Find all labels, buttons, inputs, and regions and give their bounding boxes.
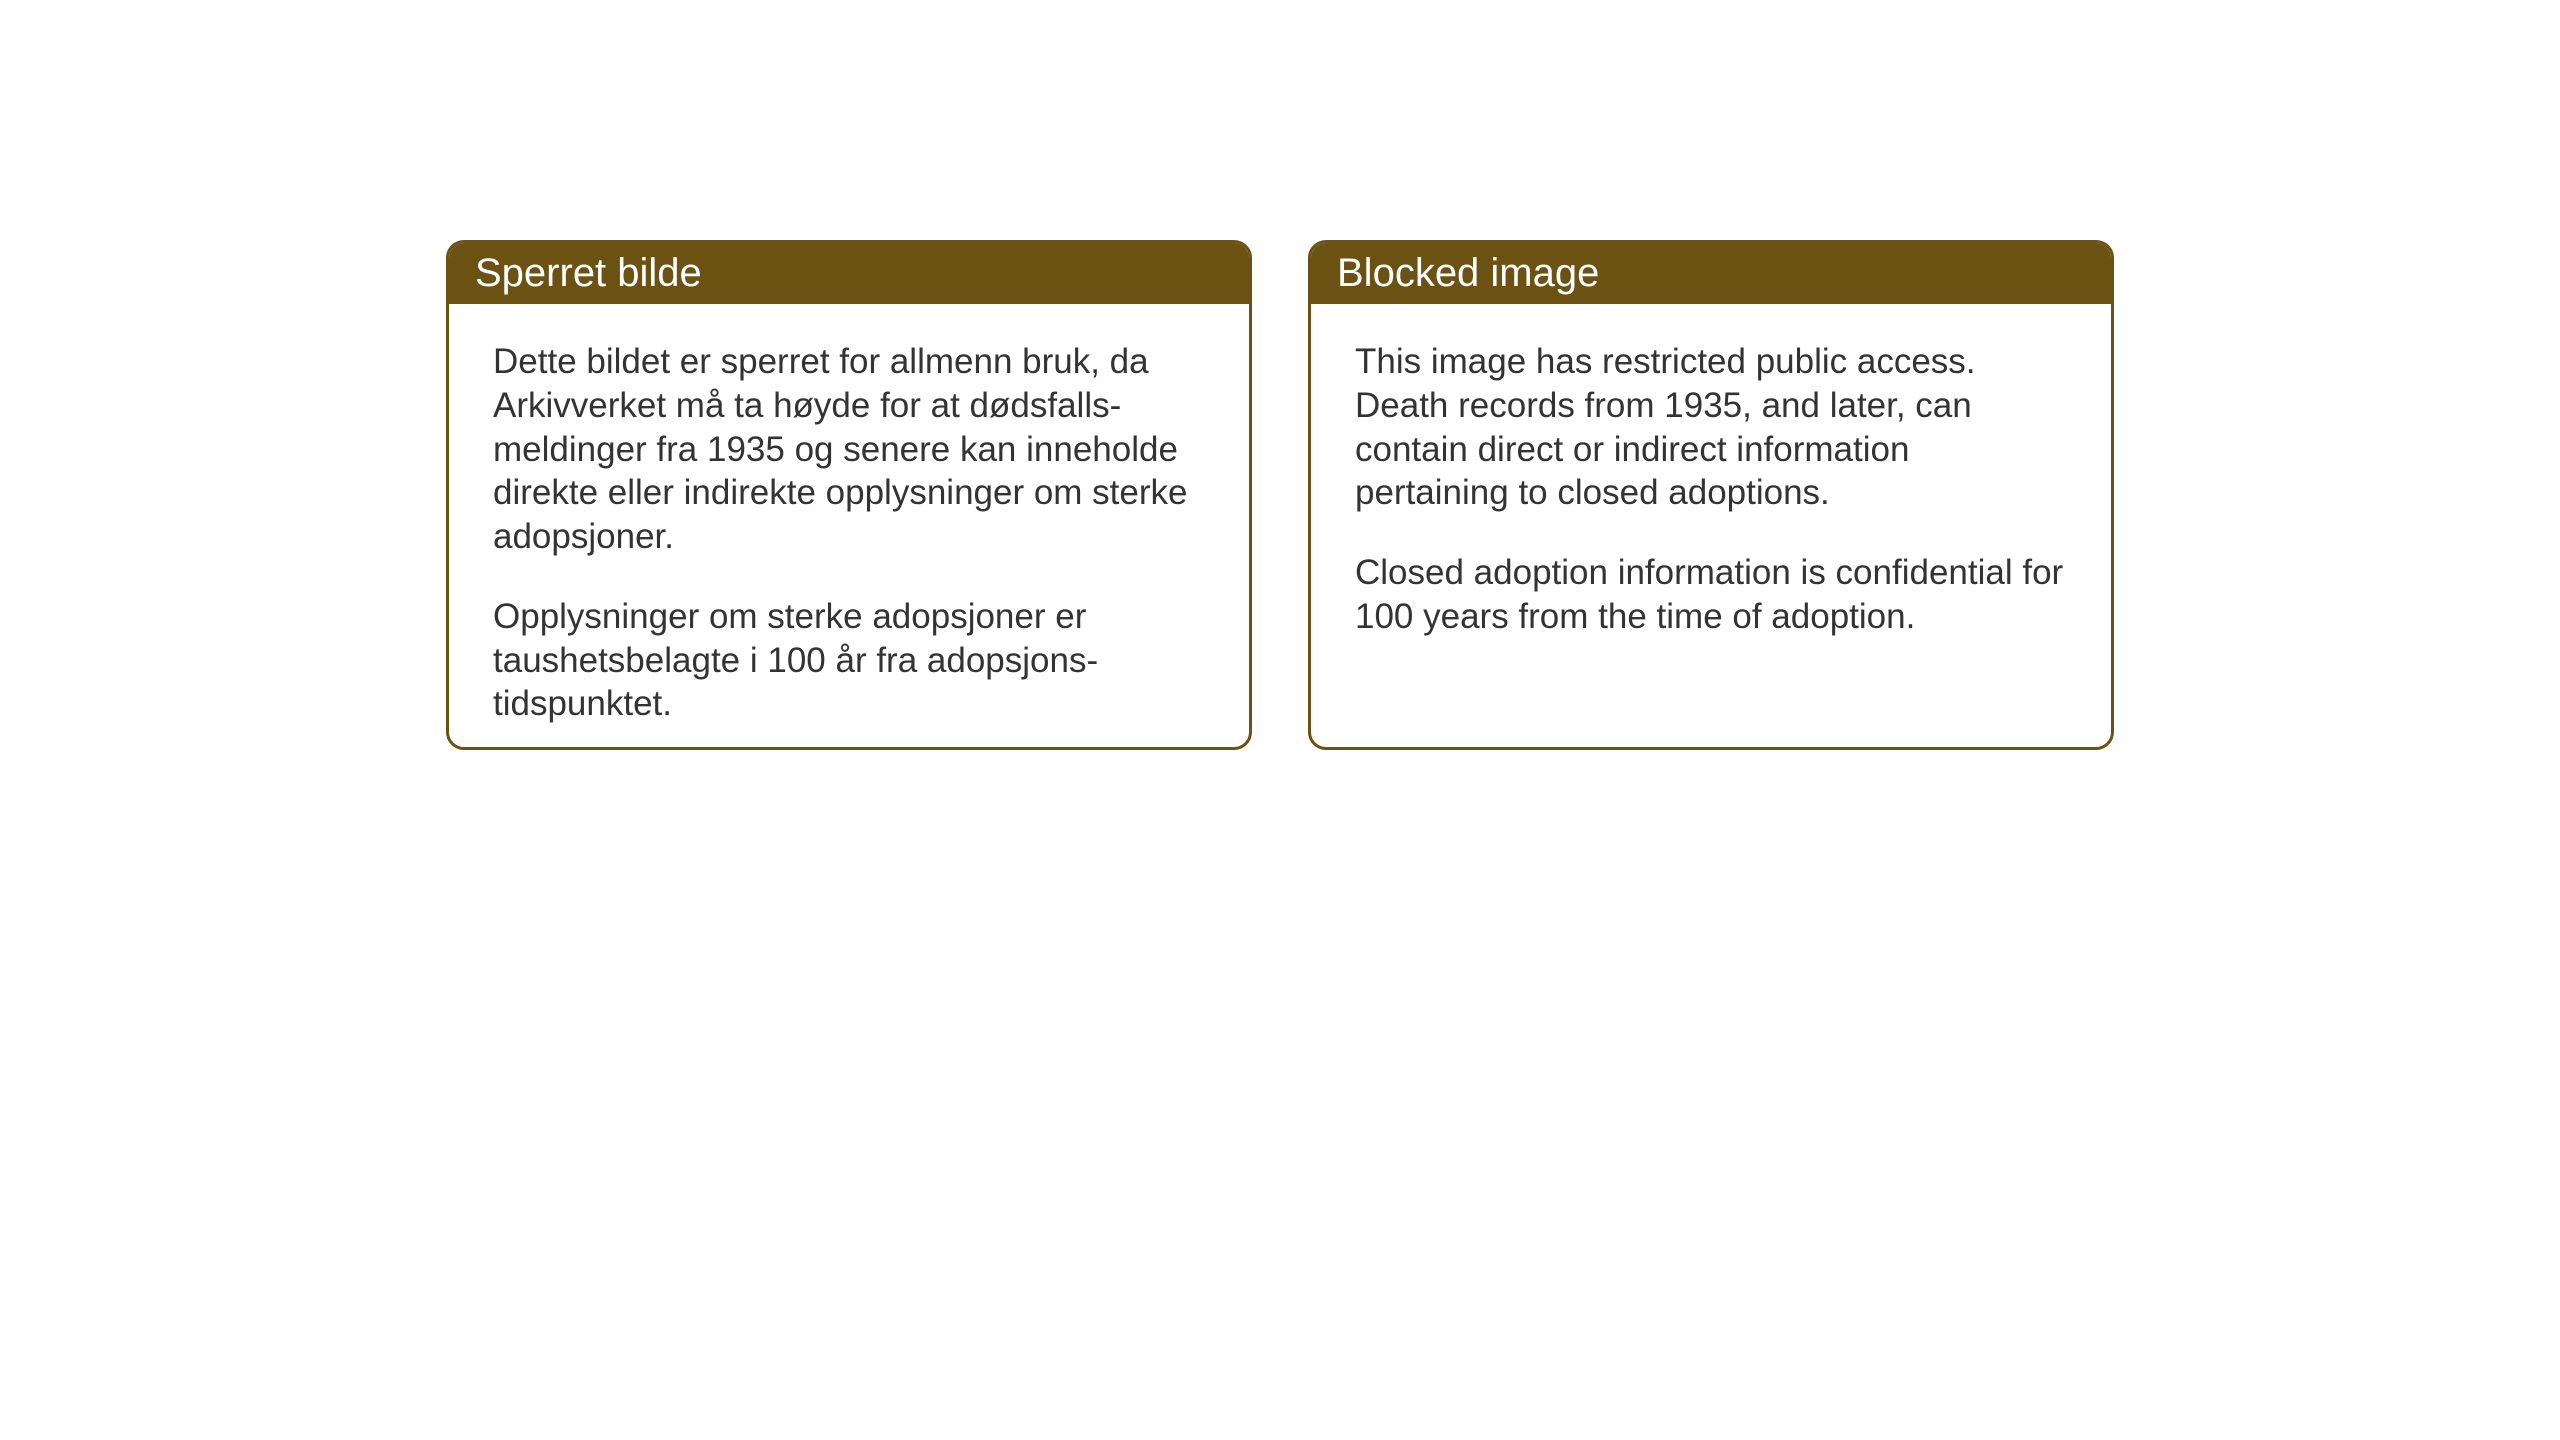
english-card-title: Blocked image [1311, 243, 2111, 304]
english-paragraph-2: Closed adoption information is confident… [1355, 551, 2067, 639]
norwegian-card: Sperret bilde Dette bildet er sperret fo… [446, 240, 1252, 750]
norwegian-card-body: Dette bildet er sperret for allmenn bruk… [449, 304, 1249, 750]
norwegian-card-title: Sperret bilde [449, 243, 1249, 304]
norwegian-paragraph-2: Opplysninger om sterke adopsjoner er tau… [493, 595, 1205, 726]
english-card-body: This image has restricted public access.… [1311, 304, 2111, 675]
english-card: Blocked image This image has restricted … [1308, 240, 2114, 750]
norwegian-paragraph-1: Dette bildet er sperret for allmenn bruk… [493, 340, 1205, 559]
english-paragraph-1: This image has restricted public access.… [1355, 340, 2067, 515]
cards-container: Sperret bilde Dette bildet er sperret fo… [446, 240, 2114, 750]
